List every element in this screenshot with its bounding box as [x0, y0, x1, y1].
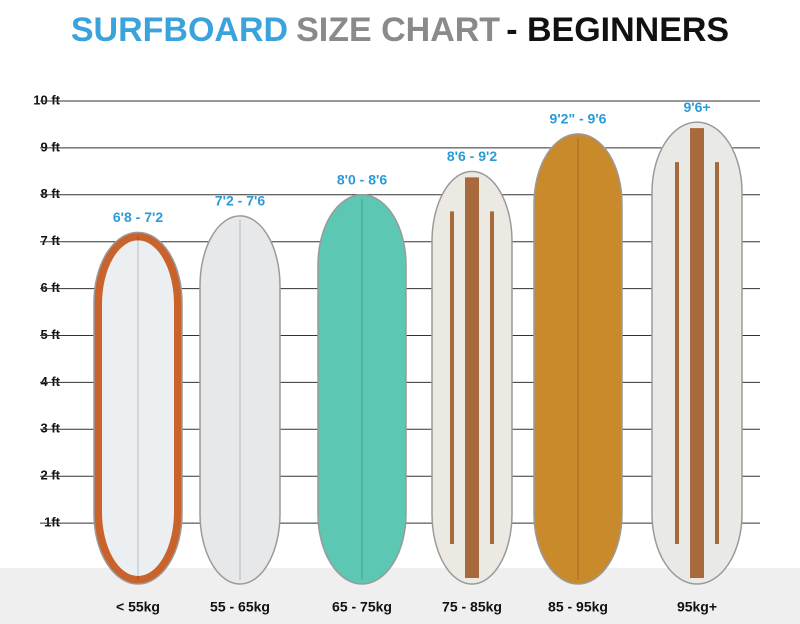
stripe	[715, 162, 719, 545]
y-tick-label: 2 ft	[41, 468, 61, 483]
board-size-label: 7'2 - 7'6	[215, 193, 265, 209]
y-tick-label: 3 ft	[41, 421, 61, 436]
x-tick-label: < 55kg	[116, 599, 160, 615]
board-size-label: 8'6 - 9'2	[447, 148, 497, 164]
x-tick-label: 85 - 95kg	[548, 599, 608, 615]
board-size-label: 6'8 - 7'2	[113, 209, 163, 225]
x-tick-label: 55 - 65kg	[210, 599, 270, 615]
y-tick-label: 4 ft	[41, 374, 61, 389]
y-tick-label: 7 ft	[41, 233, 61, 248]
y-tick-label: 10 ft	[33, 92, 60, 107]
title-part: SIZE CHART	[296, 11, 500, 49]
x-tick-label: 95kg+	[677, 599, 717, 615]
surfboard	[199, 215, 281, 585]
surfboard	[533, 133, 623, 585]
board-size-label: 8'0 - 8'6	[337, 172, 387, 188]
title-part: - BEGINNERS	[506, 11, 729, 49]
y-tick-label: 9 ft	[41, 139, 61, 154]
board-size-label: 9'6+	[683, 99, 710, 115]
stripe	[675, 162, 679, 545]
board-inner	[102, 240, 174, 576]
stripe	[465, 177, 479, 578]
y-tick-label: 8 ft	[41, 186, 61, 201]
stripe	[450, 211, 454, 544]
board-size-label: 9'2" - 9'6	[550, 111, 607, 127]
stripe	[690, 128, 704, 579]
x-tick-label: 65 - 75kg	[332, 599, 392, 615]
y-tick-label: 5 ft	[41, 327, 61, 342]
title-part: SURFBOARD	[71, 11, 288, 49]
x-tick-label: 75 - 85kg	[442, 599, 502, 615]
y-tick-label: 1ft	[44, 515, 61, 530]
surfboard	[317, 194, 407, 585]
y-tick-label: 6 ft	[41, 280, 61, 295]
chart-title: SURFBOARD SIZE CHART - BEGINNERS	[71, 11, 729, 49]
stripe	[490, 211, 494, 544]
